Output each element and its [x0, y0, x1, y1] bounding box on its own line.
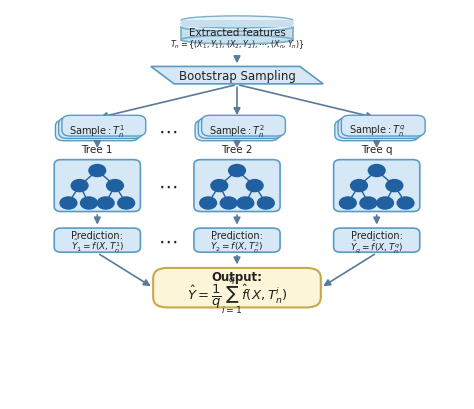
FancyBboxPatch shape: [195, 121, 279, 142]
Ellipse shape: [181, 24, 293, 32]
Bar: [181, 28, 293, 40]
Circle shape: [211, 180, 228, 192]
Text: $T_n=\{(X_1,Y_1),(X_2,Y_2),\cdots,(X_n,Y_n)\}$: $T_n=\{(X_1,Y_1),(X_2,Y_2),\cdots,(X_n,Y…: [170, 38, 304, 51]
Circle shape: [200, 198, 217, 209]
FancyBboxPatch shape: [59, 118, 143, 139]
FancyBboxPatch shape: [62, 116, 146, 137]
FancyBboxPatch shape: [335, 121, 419, 142]
Text: Prediction:: Prediction:: [351, 231, 402, 241]
Text: Extracted features: Extracted features: [189, 27, 285, 38]
Bar: [181, 25, 293, 28]
FancyBboxPatch shape: [198, 118, 282, 139]
Text: $\hat{Y}=\dfrac{1}{q}\sum_{i=1}^{q}\hat{f}(X,T_n^i)$: $\hat{Y}=\dfrac{1}{q}\sum_{i=1}^{q}\hat{…: [187, 275, 287, 315]
Text: Tree 2: Tree 2: [221, 144, 253, 154]
Circle shape: [397, 198, 414, 209]
Text: $\hat{Y}_q=\hat{f}(X,T_n^q)$: $\hat{Y}_q=\hat{f}(X,T_n^q)$: [350, 238, 403, 254]
Text: Sample$: T_n^1$: Sample$: T_n^1$: [69, 123, 125, 139]
Circle shape: [228, 165, 246, 177]
FancyBboxPatch shape: [55, 121, 139, 142]
Polygon shape: [151, 67, 323, 85]
Circle shape: [97, 198, 114, 209]
Circle shape: [377, 198, 393, 209]
Ellipse shape: [181, 36, 293, 45]
Text: $\cdots$: $\cdots$: [157, 231, 177, 250]
Bar: [181, 21, 293, 28]
FancyBboxPatch shape: [201, 116, 285, 137]
FancyBboxPatch shape: [334, 160, 420, 212]
Circle shape: [220, 198, 237, 209]
Circle shape: [107, 180, 123, 192]
Circle shape: [60, 198, 77, 209]
Circle shape: [237, 198, 254, 209]
Text: $\cdots$: $\cdots$: [157, 177, 177, 196]
Circle shape: [351, 180, 367, 192]
Text: $\hat{Y}_1=\hat{f}(X,T_n^1)$: $\hat{Y}_1=\hat{f}(X,T_n^1)$: [71, 237, 124, 254]
Text: Prediction:: Prediction:: [211, 231, 263, 241]
FancyBboxPatch shape: [334, 229, 420, 253]
FancyBboxPatch shape: [153, 268, 321, 308]
FancyBboxPatch shape: [54, 160, 140, 212]
FancyBboxPatch shape: [338, 118, 422, 139]
Ellipse shape: [181, 20, 293, 29]
Text: Tree q: Tree q: [361, 144, 392, 154]
Circle shape: [89, 165, 106, 177]
Circle shape: [360, 198, 377, 209]
Text: Bootstrap Sampling: Bootstrap Sampling: [179, 70, 295, 83]
FancyBboxPatch shape: [341, 116, 425, 137]
Text: $\cdots$: $\cdots$: [157, 121, 177, 141]
Circle shape: [339, 198, 356, 209]
Text: $\hat{Y}_2=\hat{f}(X,T_n^2)$: $\hat{Y}_2=\hat{f}(X,T_n^2)$: [210, 237, 264, 254]
Circle shape: [246, 180, 263, 192]
Ellipse shape: [181, 17, 293, 25]
Text: Sample$: T_n^2$: Sample$: T_n^2$: [209, 123, 265, 139]
Circle shape: [386, 180, 403, 192]
Circle shape: [368, 165, 385, 177]
Circle shape: [81, 198, 97, 209]
Circle shape: [118, 198, 135, 209]
Text: Sample$: T_n^q$: Sample$: T_n^q$: [348, 124, 405, 139]
Circle shape: [71, 180, 88, 192]
Text: Output:: Output:: [211, 271, 263, 284]
FancyBboxPatch shape: [194, 160, 280, 212]
Circle shape: [257, 198, 274, 209]
FancyBboxPatch shape: [194, 229, 280, 253]
FancyBboxPatch shape: [54, 229, 140, 253]
Text: Prediction:: Prediction:: [72, 231, 123, 241]
Text: Tree 1: Tree 1: [82, 144, 113, 154]
